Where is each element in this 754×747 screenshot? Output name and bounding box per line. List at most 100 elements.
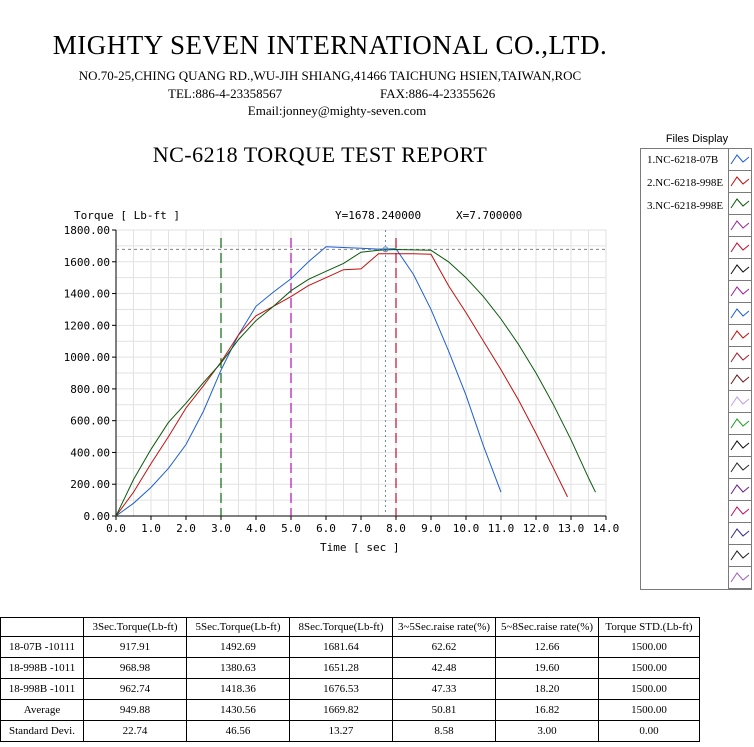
table-cell: 8.58: [392, 720, 496, 742]
y-tick-label: 800.00: [70, 383, 110, 396]
report-title: NC-6218 TORQUE TEST REPORT: [152, 142, 488, 167]
column-header: 8Sec.Torque(Lb-ft): [289, 617, 393, 637]
swatch-line-icon: [730, 528, 750, 539]
column-header: 3Sec.Torque(Lb-ft): [83, 617, 187, 637]
table-cell: 16.82: [495, 699, 599, 721]
row-label: 18-998B -1011: [0, 657, 84, 679]
y-tick-label: 200.00: [70, 478, 110, 491]
file-swatch-17: [729, 501, 751, 523]
email-address: Email:jonney@mighty-seven.com: [247, 103, 427, 118]
file-item-2[interactable]: 2.NC-6218-998E: [647, 177, 724, 189]
table-body: 18-07B -10111 917.91 1492.69 1681.64 62.62 12…: [0, 636, 700, 742]
column-header: Torque STD.(Lb-ft): [598, 617, 700, 637]
file-swatch-10: [729, 347, 751, 369]
telephone: TEL:886-4-23358567: [168, 86, 283, 101]
table-cell: 19.60: [495, 657, 599, 679]
y-tick-label: 1800.00: [64, 224, 110, 237]
table-cell: 62.62: [392, 636, 496, 658]
table-cell: 1500.00: [598, 657, 700, 679]
file-swatch-3: [729, 193, 751, 215]
file-swatch-4: [729, 215, 751, 237]
cursor-x-readout: X=7.700000: [456, 209, 523, 222]
swatch-line-icon: [730, 440, 750, 451]
swatch-line-icon: [730, 396, 750, 407]
file-swatch-8: [729, 303, 751, 325]
file-swatch-19: [729, 545, 751, 567]
table-cell: 968.98: [83, 657, 187, 679]
table-row: 18-998B -1011 962.74 1418.36 1676.53 47.33 18…: [0, 678, 700, 700]
file-item-1[interactable]: 1.NC-6218-07B: [647, 154, 719, 166]
table-cell: 42.48: [392, 657, 496, 679]
swatch-line-icon: [730, 176, 750, 187]
table-cell: 22.74: [83, 720, 187, 742]
table-cell: 1500.00: [598, 699, 700, 721]
company-name: MIGHTY SEVEN INTERNATIONAL CO.,LTD.: [52, 30, 608, 60]
x-tick-label: 12.0: [523, 522, 550, 535]
x-tick-label: 3.0: [211, 522, 231, 535]
x-tick-label: 0.0: [106, 522, 126, 535]
table-row: Standard Devi. 22.74 46.56 13.27 8.58 3.00 0.0…: [0, 720, 700, 742]
table-row: Average 949.88 1430.56 1669.82 50.81 16.82 150…: [0, 699, 700, 721]
column-header: 5Sec.Torque(Lb-ft): [186, 617, 290, 637]
swatch-line-icon: [730, 506, 750, 517]
fax-number: FAX:886-4-23355626: [380, 86, 496, 101]
table-cell: 13.27: [289, 720, 393, 742]
column-header: 3~5Sec.raise rate(%): [392, 617, 496, 637]
table-cell: 1681.64: [289, 636, 393, 658]
swatch-line-icon: [730, 462, 750, 473]
series-line-2: [115, 253, 568, 517]
x-tick-label: 5.0: [281, 522, 301, 535]
table-cell: 1492.69: [186, 636, 290, 658]
series-line-1: [115, 246, 502, 517]
table-cell: 1651.28: [289, 657, 393, 679]
swatch-line-icon: [730, 330, 750, 341]
y-tick-label: 1400.00: [64, 288, 110, 301]
swatch-line-icon: [730, 154, 750, 165]
x-tick-label: 4.0: [246, 522, 266, 535]
company-address: NO.70-25,CHING QUANG RD.,WU-JIH SHIANG,4…: [78, 68, 582, 83]
swatch-line-icon: [730, 352, 750, 363]
row-label: 18-07B -10111: [0, 636, 84, 658]
table-cell: 1500.00: [598, 636, 700, 658]
table-cell: 962.74: [83, 678, 187, 700]
table-cell: 46.56: [186, 720, 290, 742]
table-cell: 18.20: [495, 678, 599, 700]
y-axis-label: Torque [ Lb-ft ]: [74, 209, 180, 222]
swatch-line-icon: [730, 242, 750, 253]
table-row: 18-07B -10111 917.91 1492.69 1681.64 62.62 12…: [0, 636, 700, 658]
table-cell: 3.00: [495, 720, 599, 742]
y-tick-label: 1200.00: [64, 319, 110, 332]
x-tick-label: 11.0: [488, 522, 515, 535]
file-swatch-1: [729, 149, 751, 171]
table-cell: 949.88: [83, 699, 187, 721]
file-swatch-18: [729, 523, 751, 545]
table-header-row: 3Sec.Torque(Lb-ft) 5Sec.Torque(Lb-ft) 8Sec…: [0, 617, 700, 637]
file-swatch-7: [729, 281, 751, 303]
file-swatch-2: [729, 171, 751, 193]
results-table: 3Sec.Torque(Lb-ft) 5Sec.Torque(Lb-ft) 8Sec…: [0, 617, 700, 742]
files-display-panel[interactable]: 1.NC-6218-07B 2.NC-6218-998E 3.NC-6218-9…: [640, 148, 752, 590]
file-swatch-6: [729, 259, 751, 281]
y-tick-label: 1600.00: [64, 256, 110, 269]
x-tick-label: 1.0: [141, 522, 161, 535]
table-cell: 1380.63: [186, 657, 290, 679]
y-tick-label: 1000.00: [64, 351, 110, 364]
row-label: Average: [0, 699, 84, 721]
table-cell: 917.91: [83, 636, 187, 658]
swatch-line-icon: [730, 550, 750, 561]
file-swatch-12: [729, 391, 751, 413]
cursor-point: [382, 246, 389, 253]
swatch-line-icon: [729, 589, 751, 590]
swatch-line-icon: [730, 286, 750, 297]
x-tick-label: 8.0: [386, 522, 406, 535]
table-cell: 1418.36: [186, 678, 290, 700]
x-tick-label: 6.0: [316, 522, 336, 535]
x-axis-label: Time [ sec ]: [320, 541, 400, 554]
swatch-line-icon: [730, 572, 750, 583]
table-cell: 1430.56: [186, 699, 290, 721]
torque-chart[interactable]: 0.0 1.0 2.0 3.0 4.0 5.0 6.0 7.0 8.0 9.0 10.0 11.0 12…: [0, 0, 640, 560]
cursor-y-readout: Y=1678.240000: [335, 209, 422, 222]
files-display-title: Files Display: [665, 133, 729, 145]
file-item-3[interactable]: 3.NC-6218-998E: [647, 200, 724, 212]
swatch-line-icon: [730, 308, 750, 319]
